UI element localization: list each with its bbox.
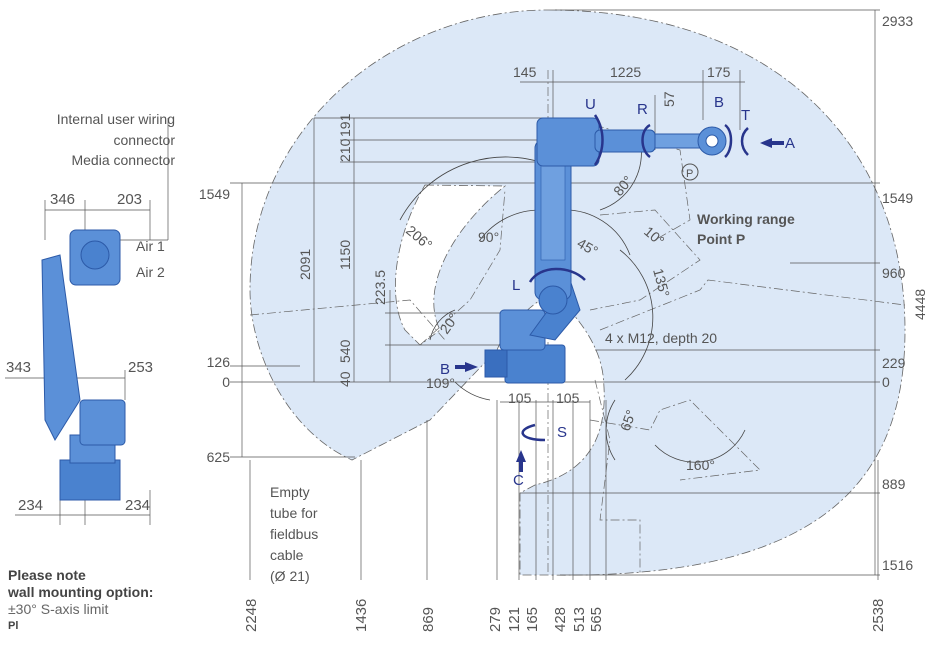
view-c-label: C — [513, 472, 524, 489]
bottom-dim-1436: 1436 — [353, 599, 370, 632]
right-height-1549: 1549 — [882, 190, 913, 206]
axis-l-label: L — [512, 277, 520, 294]
angle-65: 65° — [617, 408, 639, 433]
tube-label-1: Empty — [270, 484, 310, 500]
side-dim-234-left: 234 — [18, 497, 43, 514]
internal-wiring-label-2: connector — [114, 132, 176, 148]
bottom-dim-428: 428 — [552, 607, 569, 632]
tube-label-4: cable — [270, 547, 304, 563]
dim-4448: 4448 — [912, 289, 928, 320]
right-height-889: 889 — [882, 476, 906, 492]
media-connector-label: Media connector — [71, 152, 175, 168]
side-dim-234-right: 234 — [125, 497, 150, 514]
angle-90: 90° — [478, 229, 499, 245]
left-height-1549: 1549 — [199, 186, 230, 202]
dim-57: 57 — [661, 91, 677, 107]
bottom-dim-513: 513 — [571, 607, 588, 632]
right-height-1516: 1516 — [882, 557, 913, 573]
note-title-2: wall mounting option: — [8, 584, 154, 600]
dim-540: 540 — [337, 339, 353, 363]
view-arrows — [455, 138, 784, 472]
bolts-label: 4 x M12, depth 20 — [605, 330, 717, 346]
tube-label-3: fieldbus — [270, 526, 318, 542]
angle-160: 160° — [686, 457, 715, 473]
note-title-1: Please note — [8, 567, 86, 583]
view-a-label: A — [785, 135, 795, 152]
working-range-title: Working range — [697, 211, 795, 227]
side-dim-203: 203 — [117, 191, 142, 208]
axis-r-label: R — [637, 101, 648, 118]
right-height-0: 0 — [882, 374, 890, 390]
bottom-dim-2538: 2538 — [870, 599, 887, 632]
dim-145: 145 — [513, 64, 537, 80]
axis-t-label: T — [741, 107, 750, 124]
air2-label: Air 2 — [136, 264, 165, 280]
axis-arrows — [521, 114, 749, 442]
inner-range-boundary — [395, 184, 507, 346]
left-height-625: 625 — [207, 449, 231, 465]
dim-191: 191 — [337, 113, 353, 137]
robot-front-view — [484, 117, 727, 384]
left-height-126: 126 — [207, 354, 231, 370]
dimension-lines — [230, 9, 880, 580]
dim-40: 40 — [337, 371, 353, 387]
bottom-dim-279: 279 — [487, 607, 504, 632]
tube-label-2: tube for — [270, 505, 318, 521]
point-p-marker — [681, 163, 699, 181]
base-dim-105-right: 105 — [556, 390, 580, 406]
dim-2091: 2091 — [297, 249, 313, 280]
bottom-dim-121: 121 — [506, 607, 523, 632]
dim-223-5: 223.5 — [372, 270, 388, 305]
internal-wiring-label-1: Internal user wiring — [57, 111, 175, 127]
note-footer: Pl — [8, 620, 19, 632]
base-dim-105-left: 105 — [508, 390, 532, 406]
working-range-area — [249, 9, 906, 576]
side-dim-346: 346 — [50, 191, 75, 208]
bottom-dim-2248: 2248 — [243, 599, 260, 632]
angle-135: 135° — [650, 267, 673, 299]
axis-u-label: U — [585, 96, 596, 113]
bottom-dim-165: 165 — [524, 607, 541, 632]
note-text: ±30° S-axis limit — [8, 601, 109, 617]
dim-210: 210 — [337, 138, 353, 162]
working-range-point: Point P — [697, 231, 745, 247]
tube-label-5: (Ø 21) — [270, 568, 310, 584]
axis-s-label: S — [557, 424, 567, 441]
side-dim-343: 343 — [6, 359, 31, 376]
axis-b-label: B — [714, 94, 724, 111]
right-height-2933: 2933 — [882, 13, 913, 29]
side-dim-253: 253 — [128, 359, 153, 376]
right-height-229: 229 — [882, 355, 906, 371]
dim-175: 175 — [707, 64, 731, 80]
view-b-label: B — [440, 361, 450, 378]
air1-label: Air 1 — [136, 238, 165, 254]
left-height-0: 0 — [222, 374, 230, 390]
dim-1150: 1150 — [337, 240, 353, 270]
point-p-label: P — [686, 168, 693, 180]
bottom-dim-565: 565 — [588, 607, 605, 632]
robot-side-view — [5, 118, 169, 525]
angle-109: 109° — [426, 375, 455, 391]
dim-1225: 1225 — [610, 64, 641, 80]
right-height-960: 960 — [882, 265, 906, 281]
wall-mount-note: Please note wall mounting option: ±30° S… — [8, 567, 153, 635]
bottom-dim-869: 869 — [420, 607, 437, 632]
